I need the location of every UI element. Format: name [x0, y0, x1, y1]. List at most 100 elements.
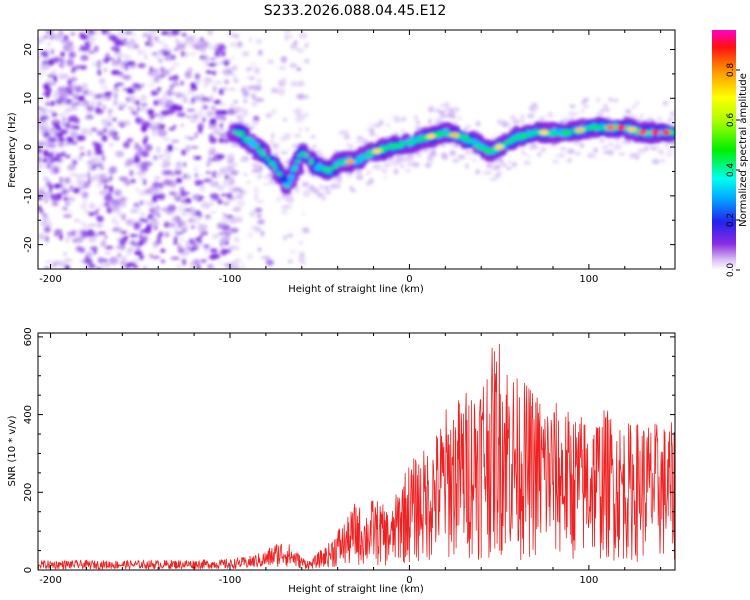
spectrogram-noise-blob [283, 132, 291, 140]
spectrogram-ridge-blob [287, 175, 295, 179]
spectrogram-noise-blob [138, 233, 143, 241]
spectrogram-noise-blob [254, 207, 263, 213]
spectrogram-noise-blob [80, 152, 85, 156]
spectrogram-halo-blob [452, 159, 460, 163]
spectrogram-noise-blob [89, 175, 98, 183]
spectrogram-halo-blob [660, 159, 666, 163]
spectrogram-noise-blob [94, 94, 99, 99]
spectrogram-halo-blob [520, 149, 526, 154]
spectrogram-halo-blob [559, 152, 565, 158]
spectrogram-ridge-blob [261, 153, 265, 156]
spectrogram-noise-blob [149, 66, 153, 74]
spectrogram-y-tick-label: 10 [23, 92, 34, 105]
spectrogram-halo-blob [573, 140, 580, 145]
spectrogram-noise-blob [89, 202, 96, 210]
spectrogram-halo-blob [393, 168, 399, 175]
spectrogram-noise-blob [161, 232, 167, 237]
spectrogram-noise-blob [83, 181, 90, 189]
spectrogram-noise-blob [108, 127, 117, 131]
spectrogram-noise-blob [185, 40, 196, 44]
spectrogram-ridge-blob [481, 147, 487, 151]
spectrogram-hotspot [426, 133, 436, 139]
colorbar-ticks: 0.0 0.2 0.4 0.6 0.8 [726, 63, 740, 277]
spectrogram-halo-blob [356, 136, 364, 140]
spectrogram-noise-blob [175, 165, 183, 171]
spectrogram-noise-blob [161, 169, 171, 176]
spectrogram-noise-blob [194, 79, 203, 84]
spectrogram-noise-blob [76, 134, 86, 142]
spectrogram-noise-blob [182, 173, 189, 180]
spectrogram-hotspot [638, 129, 648, 135]
snr-x-ticks: -200 -100 0 100 [39, 333, 662, 586]
spectrogram-halo-blob [256, 174, 262, 180]
spectrogram-halo-blob [669, 111, 674, 116]
spectrogram-halo-blob [401, 117, 407, 122]
spectrogram-halo-blob [527, 155, 531, 158]
spectrogram-noise-blob [80, 221, 86, 226]
spectrogram-halo-blob [668, 116, 674, 122]
spectrogram-noise-blob [112, 258, 116, 266]
spectrogram-noise-blob [180, 80, 184, 86]
spectrogram-noise-blob [126, 60, 136, 66]
spectrogram-noise-blob [88, 223, 97, 227]
spectrogram-noise-blob [188, 137, 195, 140]
spectrogram-noise-blob [207, 43, 216, 51]
spectrogram-halo-blob [317, 151, 324, 157]
spectrogram-noise-blob [155, 40, 165, 44]
spectrogram-noise-blob [112, 202, 121, 208]
spectrogram-halo-blob [475, 168, 481, 175]
spectrogram-noise-blob [139, 83, 145, 88]
spectrogram-noise-blob [133, 258, 141, 263]
snr-y-tick-label: 400 [23, 405, 34, 424]
spectrogram-noise-blob [142, 49, 146, 57]
spectrogram-noise-blob [173, 169, 182, 176]
spectrogram-noise-blob [265, 259, 274, 266]
spectrogram-halo-blob [356, 174, 364, 180]
spectrogram-noise-blob [120, 64, 125, 70]
spectrogram-noise-blob [67, 78, 73, 87]
spectrogram-y-tick-label: 20 [23, 43, 34, 56]
spectrogram-noise-blob [175, 177, 183, 184]
spectrogram-halo-blob [445, 106, 450, 112]
spectrogram-ridge-blob [404, 142, 410, 145]
spectrogram-noise-blob [55, 152, 62, 160]
spectrogram-ridge-blob [554, 132, 559, 136]
spectrogram-halo-blob [440, 144, 447, 147]
spectrogram-halo-blob [625, 109, 632, 115]
spectrogram-noise-blob [159, 74, 166, 78]
spectrogram-noise-blob [151, 256, 161, 259]
spectrogram-noise-blob [161, 259, 165, 263]
spectrogram-noise-blob [246, 253, 254, 260]
spectrogram-noise-blob [100, 86, 110, 90]
spectrogram-ridge-blob [532, 130, 538, 134]
spectrogram-halo-blob [496, 170, 502, 176]
spectrogram-noise-blob [249, 126, 255, 129]
spectrogram-noise-blob [96, 101, 103, 107]
spectrogram-noise-blob [174, 231, 184, 235]
spectrogram-noise-blob [254, 193, 259, 201]
spectrogram-noise-blob [189, 118, 197, 124]
spectrogram-noise-blob [42, 92, 52, 96]
spectrogram-halo-blob [574, 111, 578, 117]
spectrogram-noise-blob [280, 208, 289, 215]
spectrogram-noise-blob [257, 77, 262, 85]
spectrogram-noise-blob [66, 178, 71, 183]
spectrogram-noise-blob [104, 202, 108, 208]
spectrogram-noise-blob [224, 202, 228, 206]
spectrogram-noise-blob [211, 233, 220, 239]
spectrogram-noise-blob [173, 147, 181, 151]
spectrogram-noise-blob [43, 62, 48, 69]
spectrogram-halo-blob [663, 143, 670, 148]
spectrogram-noise-blob [43, 226, 51, 233]
spectrogram-halo-blob [393, 117, 402, 123]
spectrogram-noise-blob [160, 110, 170, 116]
spectrogram-noise-blob [75, 94, 79, 101]
spectrogram-noise-blob [217, 232, 227, 235]
spectrogram-ridge-blob [320, 167, 326, 171]
spectrogram-noise-blob [80, 203, 88, 210]
spectrogram-noise-blob [44, 260, 54, 264]
spectrogram-noise-blob [218, 110, 229, 116]
spectrogram-ridge-blob [285, 185, 290, 188]
spectrogram-halo-blob [657, 116, 663, 121]
spectrogram-noise-blob [203, 244, 210, 249]
